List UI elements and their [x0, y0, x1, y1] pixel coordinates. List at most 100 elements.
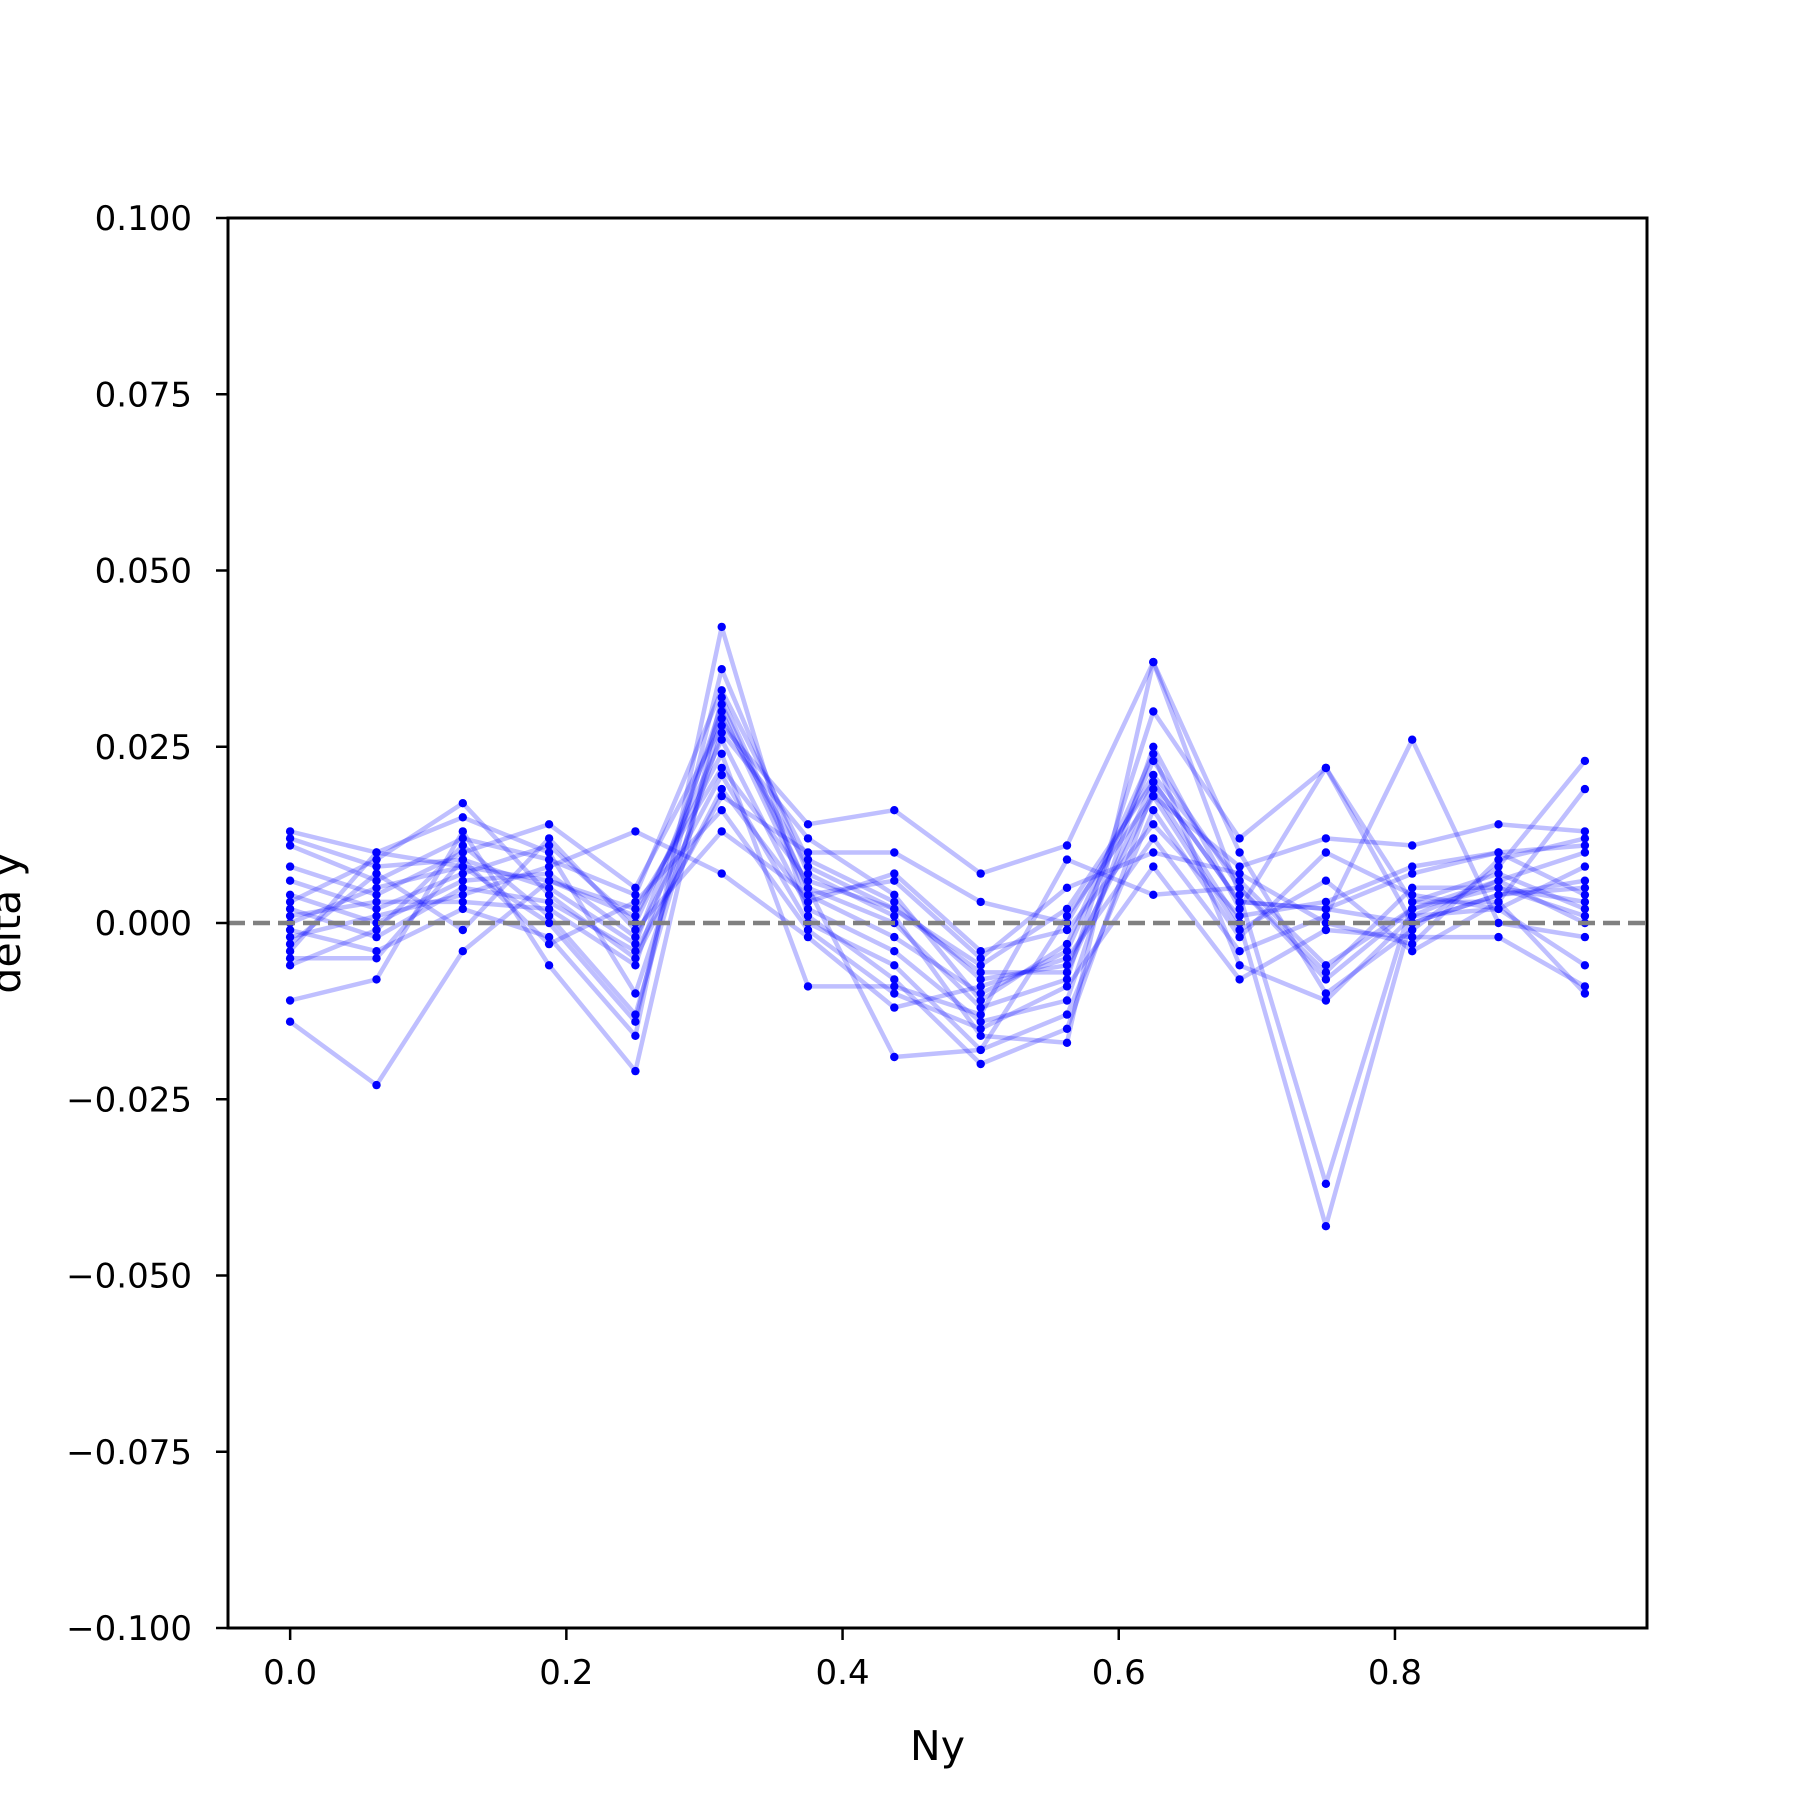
data-point — [1235, 932, 1244, 942]
data-point — [1580, 961, 1590, 970]
data-point — [1321, 925, 1331, 935]
data-point — [1494, 890, 1503, 899]
data-point — [1235, 883, 1244, 892]
data-point — [285, 904, 295, 914]
data-point — [1062, 939, 1072, 949]
data-point — [1062, 954, 1072, 963]
data-point — [1408, 883, 1417, 892]
series-line-8 — [289, 772, 1586, 968]
data-point — [1149, 862, 1158, 871]
data-point — [803, 897, 813, 907]
data-point — [544, 932, 554, 942]
data-point — [1408, 869, 1417, 878]
data-point — [631, 1066, 640, 1076]
data-point — [1408, 897, 1417, 907]
series-line-15 — [290, 807, 1587, 1032]
data-point — [1494, 862, 1503, 871]
data-point — [1408, 911, 1417, 921]
data-point — [544, 855, 554, 864]
data-point — [631, 1017, 640, 1026]
data-point — [285, 996, 295, 1005]
data-point — [544, 897, 554, 907]
data-point — [1062, 841, 1072, 850]
data-point — [1149, 777, 1158, 787]
data-point — [717, 869, 726, 878]
data-point — [631, 947, 640, 956]
data-point — [717, 749, 726, 758]
data-point — [285, 876, 295, 885]
data-point — [1149, 770, 1158, 780]
data-point — [1321, 834, 1331, 843]
data-point — [1494, 876, 1503, 885]
data-point — [1408, 939, 1417, 949]
data-point — [631, 925, 640, 935]
data-point — [1494, 869, 1503, 878]
series-line-16 — [289, 716, 1586, 1017]
data-point — [458, 827, 467, 836]
y-tick-label: −0.050 — [66, 1257, 192, 1297]
data-point — [372, 947, 381, 956]
data-point — [717, 693, 726, 702]
data-point — [372, 975, 381, 984]
data-point — [890, 975, 899, 984]
data-point — [717, 707, 726, 716]
data-point — [1321, 876, 1331, 885]
series-line-18 — [288, 751, 1586, 1088]
data-point — [458, 876, 467, 885]
data-point — [717, 735, 726, 744]
data-point — [1321, 968, 1331, 977]
data-point — [717, 622, 726, 632]
data-point — [458, 862, 467, 871]
data-point — [803, 904, 813, 914]
data-point — [1235, 876, 1244, 885]
data-point — [458, 841, 467, 850]
data-point — [1580, 897, 1590, 907]
data-point — [372, 890, 381, 899]
data-point — [1062, 1024, 1072, 1034]
data-point — [1235, 947, 1244, 956]
data-point — [1494, 820, 1503, 829]
data-point — [372, 855, 381, 864]
data-point — [1149, 791, 1158, 801]
data-point — [285, 954, 295, 963]
data-point — [976, 947, 985, 956]
data-point — [890, 876, 899, 885]
series-line-13 — [288, 829, 1586, 961]
series-line-7 — [289, 786, 1586, 961]
data-point — [890, 989, 899, 998]
data-point — [285, 897, 295, 907]
data-point — [976, 1003, 985, 1012]
data-point — [372, 932, 381, 942]
data-point — [1062, 904, 1072, 914]
data-point — [890, 947, 899, 956]
data-point — [458, 925, 467, 935]
x-tick-label: 0.0 — [263, 1653, 317, 1693]
data-point — [285, 932, 295, 942]
x-tick-label: 0.8 — [1368, 1653, 1422, 1693]
data-point — [631, 904, 640, 914]
data-point — [717, 763, 726, 773]
data-point — [372, 904, 381, 914]
data-point — [1062, 947, 1072, 956]
series-line-9 — [289, 702, 1586, 1010]
data-point — [544, 869, 554, 878]
y-tick-label: 0.025 — [95, 728, 192, 768]
data-point — [1494, 897, 1503, 907]
data-point — [803, 911, 813, 921]
data-point — [890, 961, 899, 970]
data-point — [1580, 989, 1590, 998]
data-point — [976, 982, 985, 991]
data-point — [1321, 989, 1331, 998]
data-point — [544, 848, 554, 857]
data-point — [803, 925, 813, 935]
series-line-2 — [289, 709, 1586, 996]
data-point — [1235, 911, 1244, 921]
data-point — [631, 827, 640, 836]
data-point — [976, 1010, 985, 1019]
data-point — [1235, 975, 1244, 984]
data-point — [803, 883, 813, 892]
data-point — [1149, 742, 1158, 751]
series-line-4 — [289, 659, 1587, 996]
y-tick-label: 0.100 — [95, 199, 192, 239]
data-point — [1235, 897, 1244, 907]
